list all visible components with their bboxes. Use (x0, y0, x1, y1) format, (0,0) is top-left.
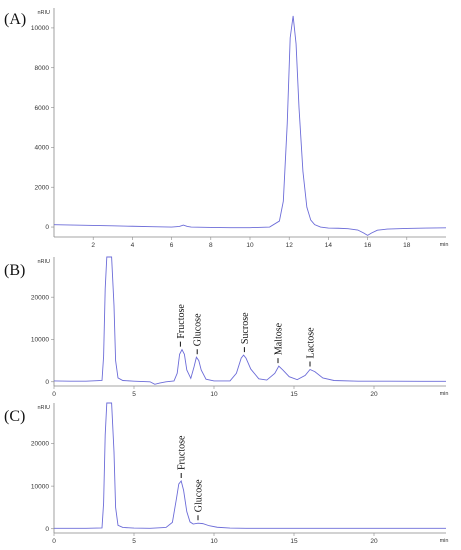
x-tick-label: 16 (364, 242, 372, 249)
chromatogram-trace (54, 402, 446, 529)
panel-b: (B) nRIU min 0 10000 20000 0 5 10 15 20 Fructose Glu… (4, 256, 449, 398)
y-tick-label: 0 (45, 526, 49, 533)
y-tick-label: 2000 (35, 184, 50, 191)
y-axis-unit-label: nRIU (37, 405, 50, 411)
y-tick-label: 6000 (35, 105, 50, 112)
peak-label: Sucrose (240, 312, 251, 344)
y-tick-label: 20000 (31, 294, 49, 301)
y-axis-unit-label: nRIU (37, 259, 50, 265)
peak-label: Glucose (193, 313, 204, 346)
y-tick-label: 20000 (31, 441, 49, 448)
y-tick-label: 0 (45, 379, 49, 386)
y-tick-label: 10000 (31, 337, 49, 344)
x-tick-label: 4 (131, 242, 135, 249)
x-axis-unit-label: min (440, 538, 449, 544)
y-tick-label: 10000 (31, 483, 49, 490)
panel-label: (A) (4, 11, 26, 28)
y-axis-unit-label: nRIU (37, 10, 50, 16)
x-tick-label: 10 (210, 391, 218, 398)
x-tick-label: 8 (209, 242, 213, 249)
x-tick-label: 20 (370, 538, 378, 545)
x-tick-label: 15 (290, 391, 298, 398)
panel-label: (B) (4, 262, 25, 279)
peak-label: Glucose (194, 479, 205, 512)
x-axis-unit-label: min (440, 242, 449, 248)
x-tick-label: 0 (52, 391, 56, 398)
x-tick-label: 15 (290, 538, 298, 545)
y-tick-label: 0 (45, 224, 49, 231)
panel-c: (C) nRIU min 0 10000 20000 0 5 10 15 20 Fructose Glu… (4, 402, 449, 545)
x-axis-unit-label: min (440, 391, 449, 397)
peak-label: Fructose (177, 435, 188, 470)
panel-label: (C) (4, 408, 25, 425)
x-tick-label: 10 (210, 538, 218, 545)
x-tick-label: 6 (170, 242, 174, 249)
x-tick-label: 0 (52, 538, 56, 545)
x-tick-label: 12 (286, 242, 294, 249)
x-tick-label: 10 (246, 242, 254, 249)
y-tick-label: 10000 (31, 25, 49, 32)
y-tick-label: 4000 (35, 145, 50, 152)
y-tick-label: 8000 (35, 65, 50, 72)
chromatogram-trace (54, 15, 446, 236)
x-tick-label: 14 (325, 242, 333, 249)
panel-a: (A) nRIU min 0 2000 4000 6000 8000 10000 2 4 6 8 10 12… (4, 8, 448, 249)
chromatogram-trace (54, 256, 446, 385)
x-tick-label: 5 (132, 391, 136, 398)
peak-label: Fructose (176, 304, 187, 339)
peak-label: Maltose (274, 322, 285, 355)
peak-label: Lactose (306, 327, 317, 359)
x-tick-label: 20 (370, 391, 378, 398)
x-tick-label: 5 (132, 538, 136, 545)
x-tick-label: 18 (403, 242, 411, 249)
x-tick-label: 2 (91, 242, 95, 249)
